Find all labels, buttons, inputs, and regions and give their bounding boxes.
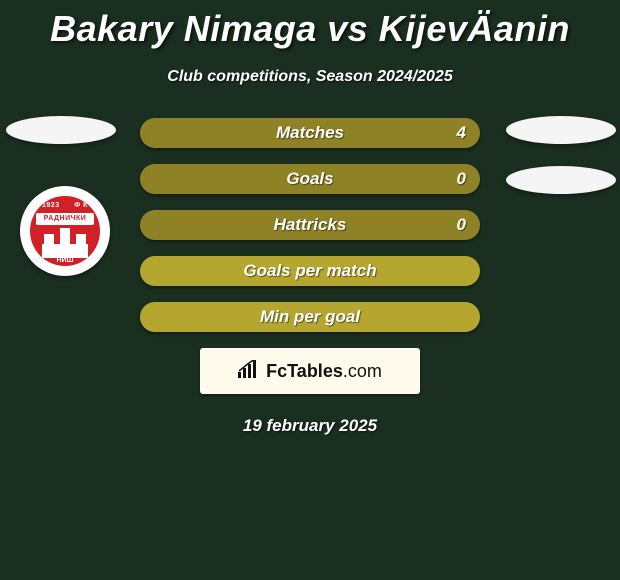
stat-label: Goals [286, 169, 333, 189]
stat-label: Min per goal [260, 307, 360, 327]
club-badge-year: 1923 Ф К [30, 202, 100, 209]
stats-bars: Matches 4 Goals 0 Hattricks 0 Goals per match M… [140, 118, 480, 332]
club-badge-banner: РАДНИЧКИ [36, 213, 94, 225]
club-badge-castle-icon [42, 228, 88, 258]
brand-text: FcTables.com [266, 361, 382, 382]
stat-label: Matches [276, 123, 344, 143]
stat-value: 4 [457, 123, 466, 143]
subtitle: Club competitions, Season 2024/2025 [0, 68, 620, 86]
stat-label: Hattricks [274, 215, 347, 235]
club-badge-inner: 1923 Ф К РАДНИЧКИ НИШ [30, 196, 100, 266]
brand-chart-icon [238, 360, 260, 383]
stat-bar: Matches 4 [140, 118, 480, 148]
stat-value: 0 [457, 169, 466, 189]
page-title: Bakary Nimaga vs KijevÄanin [0, 0, 620, 50]
brand-suffix: .com [343, 361, 382, 381]
brand-name: FcTables [266, 361, 343, 381]
player-slot-left-1 [6, 116, 116, 144]
club-badge: 1923 Ф К РАДНИЧКИ НИШ [20, 186, 110, 276]
player-slot-right-2 [506, 166, 616, 194]
club-badge-year-text: 1923 [42, 202, 60, 209]
stat-bar: Goals 0 [140, 164, 480, 194]
brand-box[interactable]: FcTables.com [200, 348, 420, 394]
player-slot-right-1 [506, 116, 616, 144]
stat-bar: Min per goal [140, 302, 480, 332]
stat-value: 0 [457, 215, 466, 235]
stat-label: Goals per match [243, 261, 376, 281]
date-text: 19 february 2025 [0, 416, 620, 436]
club-badge-top-text: Ф К [74, 202, 88, 209]
content-area: 1923 Ф К РАДНИЧКИ НИШ Matches4Goals0Hatt… [0, 118, 620, 436]
stat-bar: Goals per match [140, 256, 480, 286]
club-badge-bottom: НИШ [30, 257, 100, 264]
stat-bar: Hattricks 0 [140, 210, 480, 240]
